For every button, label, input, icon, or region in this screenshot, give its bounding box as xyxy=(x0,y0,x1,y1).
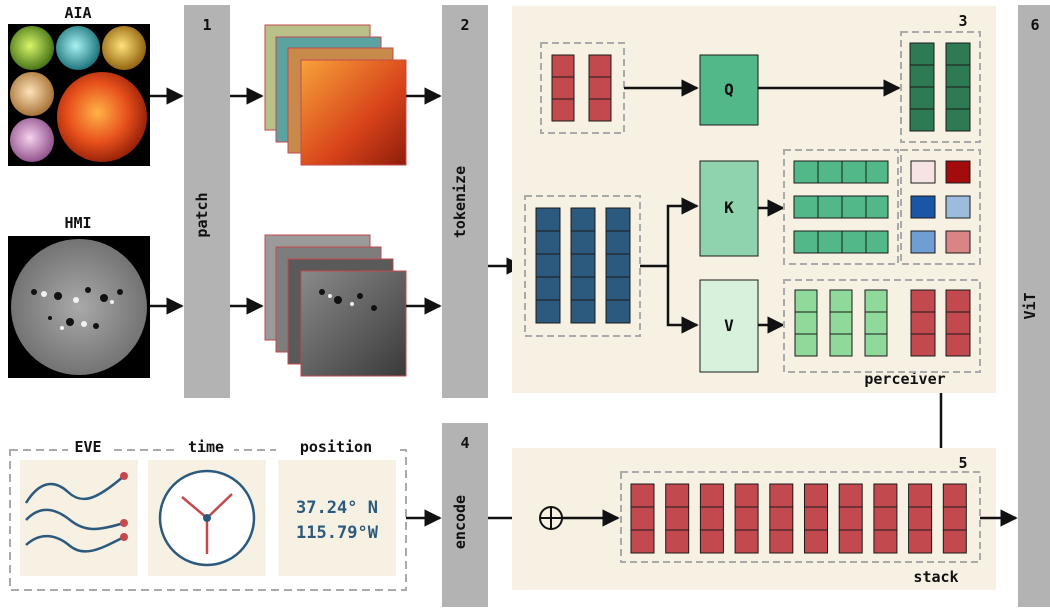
stacked-token-cell xyxy=(804,529,828,554)
stacked-token-cell xyxy=(942,529,967,554)
q-output-frame xyxy=(900,31,981,143)
vit-bar xyxy=(1018,5,1050,607)
q-label: Q xyxy=(724,80,734,99)
v-tokens xyxy=(794,289,888,357)
stacked-token-cell xyxy=(769,529,794,554)
stacked-token-cell xyxy=(838,483,863,508)
v-label: V xyxy=(724,316,734,335)
stacked-token-cell xyxy=(908,506,933,531)
patch-label: patch xyxy=(193,192,211,237)
stacked-token-cell xyxy=(665,506,690,531)
stacked-token-cell xyxy=(804,506,828,531)
q-output-tokens xyxy=(909,42,971,132)
arrow-tokens-to-k xyxy=(640,197,699,268)
attention-weights-frame xyxy=(900,149,981,265)
stacked-token-cell xyxy=(838,506,863,531)
stacked-token-cell xyxy=(873,506,898,531)
position-label: position xyxy=(300,438,372,456)
aia-label: AIA xyxy=(64,4,91,22)
eve-endpoint-dot xyxy=(120,519,128,527)
v-tokens-frame xyxy=(783,279,981,373)
encode-label: encode xyxy=(451,495,469,549)
q-projection xyxy=(699,54,759,126)
stacked-token-cell xyxy=(734,506,759,531)
stacked-token-cell xyxy=(838,529,863,554)
perceiver-output-tokens xyxy=(910,289,971,357)
tokenize-label: tokenize xyxy=(451,166,469,238)
add-operator-icon xyxy=(539,506,563,530)
input-tokens-frame xyxy=(524,195,641,337)
stacked-token-cell xyxy=(908,529,933,554)
stacked-token-cell xyxy=(630,506,655,531)
stacked-token-cell xyxy=(699,529,724,554)
stacked-token-cell xyxy=(665,483,690,508)
aia-image xyxy=(8,24,150,166)
perceiver-number: 3 xyxy=(958,12,967,30)
stacked-token-cell xyxy=(804,483,828,508)
stack-number: 5 xyxy=(958,454,967,472)
stacked-token-cell xyxy=(699,483,724,508)
stacked-token-cell xyxy=(873,483,898,508)
stacked-token-cell xyxy=(769,483,794,508)
stacked-token-cell xyxy=(908,483,933,508)
stacked-token-cell xyxy=(873,529,898,554)
time-label: time xyxy=(188,438,224,456)
stacked-token-cell xyxy=(734,483,759,508)
input-tokens xyxy=(535,207,631,324)
latent-tokens xyxy=(551,54,612,122)
attention-weights xyxy=(910,160,971,254)
vit-number: 6 xyxy=(1030,16,1039,34)
stacked-token-cell xyxy=(942,483,967,508)
position-panel xyxy=(278,460,396,576)
eve-label: EVE xyxy=(74,438,101,456)
patch-bar xyxy=(184,5,230,398)
eve-endpoint-dot xyxy=(120,533,128,541)
stacked-token-cell xyxy=(769,506,794,531)
position-longitude: 115.79°W xyxy=(296,523,379,543)
stacked-token-cell xyxy=(665,529,690,554)
hmi-image xyxy=(8,236,150,378)
tokenize-bar xyxy=(442,5,488,398)
stacked-tokens-frame xyxy=(620,471,981,563)
perceiver-label: perceiver xyxy=(864,370,945,388)
k-label: K xyxy=(724,198,734,217)
stack-label: stack xyxy=(913,568,958,586)
stacked-token-cell xyxy=(942,506,967,531)
stacked-token-cell xyxy=(734,529,759,554)
stacked-token-cell xyxy=(699,506,724,531)
hmi-patch-stack xyxy=(264,234,407,377)
clock-icon xyxy=(158,469,256,567)
aia-patch-stack xyxy=(264,24,407,166)
vit-label: ViT xyxy=(1021,292,1039,319)
k-tokens-frame xyxy=(783,149,899,265)
encode-bar xyxy=(442,423,488,607)
stacked-token-cell xyxy=(630,529,655,554)
eve-spectra-plot xyxy=(24,475,125,553)
position-latitude: 37.24° N xyxy=(296,498,378,518)
stacked-tokens xyxy=(630,483,967,554)
tokenize-number: 2 xyxy=(460,16,469,34)
patch-number: 1 xyxy=(202,16,211,34)
arrow-tokens-to-v xyxy=(666,266,699,334)
k-projection xyxy=(699,160,759,257)
stacked-token-cell xyxy=(630,483,655,508)
hmi-label: HMI xyxy=(64,214,91,232)
k-tokens xyxy=(793,160,889,254)
encode-number: 4 xyxy=(460,434,469,452)
eve-endpoint-dot xyxy=(120,472,128,480)
